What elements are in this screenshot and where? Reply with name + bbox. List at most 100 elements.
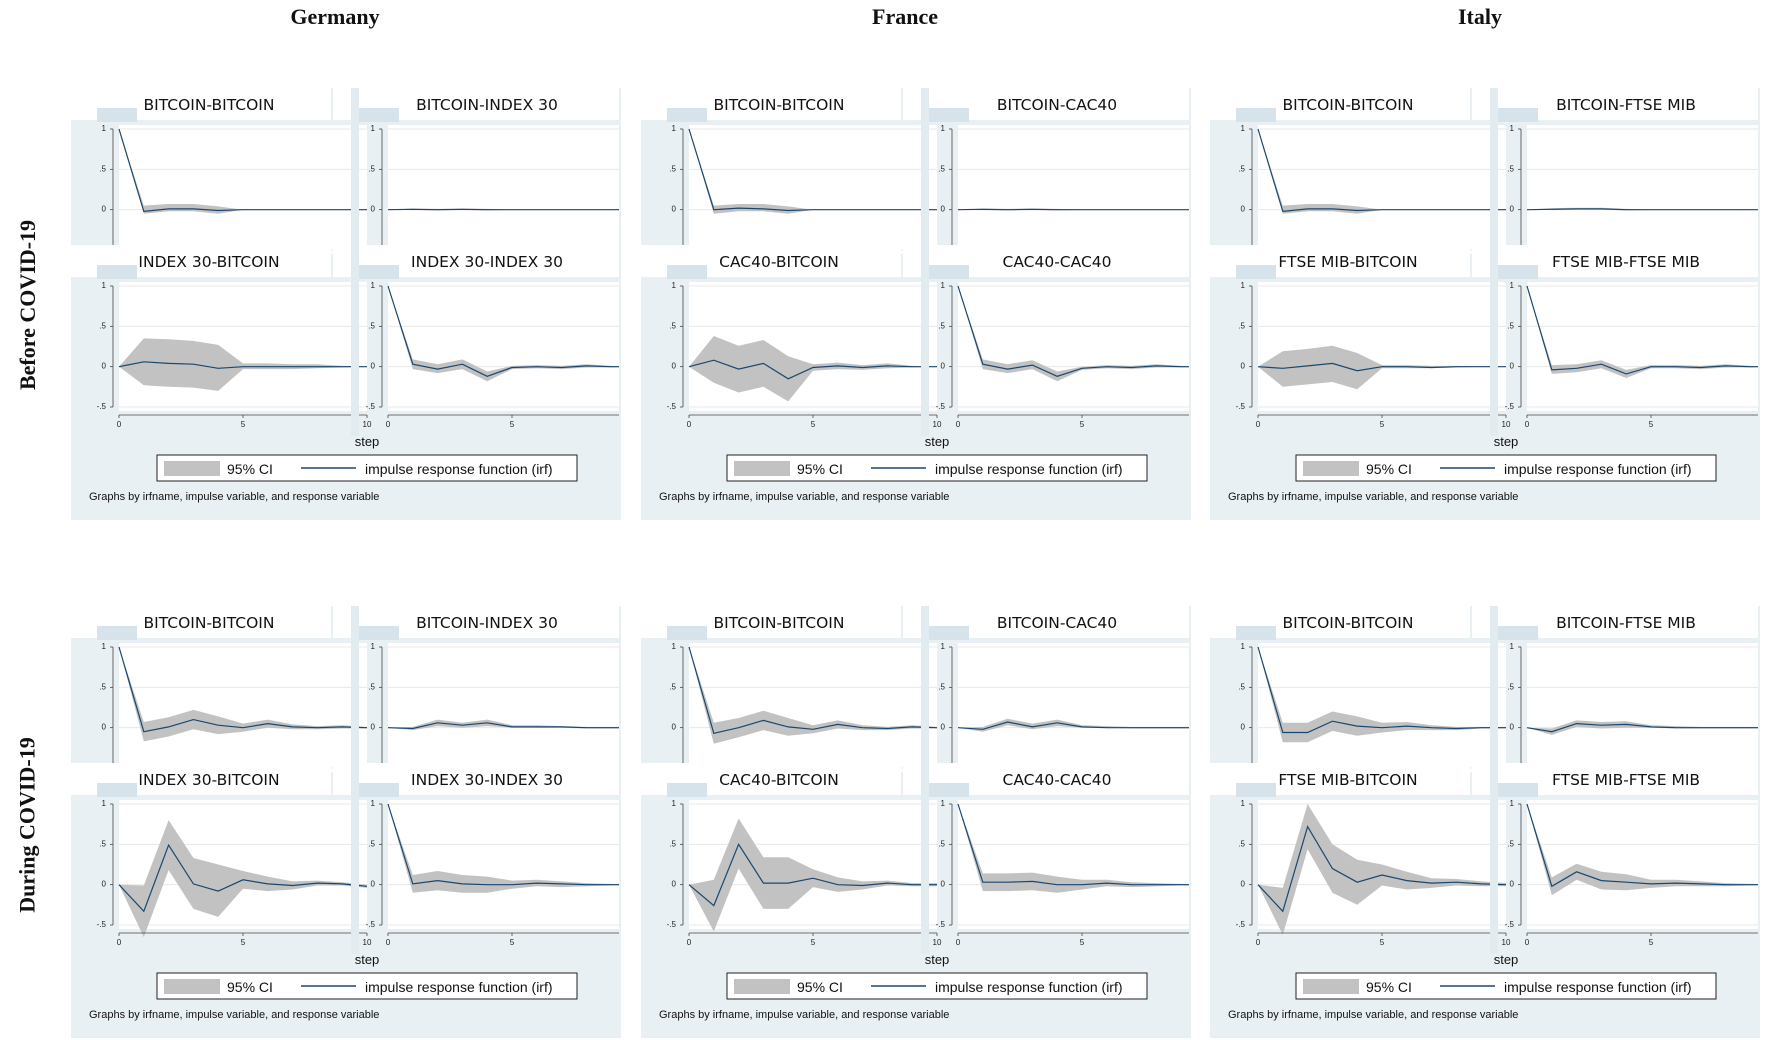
x-axis-label: step (925, 434, 950, 449)
y-tick-label: 0 (672, 205, 677, 214)
y-tick-label: -.5 (936, 920, 946, 929)
col-header-france: France (625, 4, 1185, 30)
x-tick-label: 0 (687, 938, 692, 947)
subplot-title: BITCOIN-FTSE MIB (1556, 614, 1696, 632)
row-label-before: Before COVID-19 (8, 90, 48, 520)
y-tick-label: 0 (672, 362, 677, 371)
y-tick-label: 1 (1510, 799, 1515, 808)
y-tick-label: 0 (941, 723, 946, 732)
x-tick-label: 0 (1256, 420, 1261, 429)
x-tick-label: 0 (386, 420, 391, 429)
y-tick-label: .5 (368, 682, 375, 691)
plot-area (388, 643, 619, 772)
legend-ci-label: 95% CI (797, 461, 843, 477)
y-tick-label: -.5 (1236, 920, 1246, 929)
legend-irf-label: impulse response function (irf) (365, 461, 553, 477)
plot-area (958, 800, 1189, 929)
row-label-during-text: During COVID-19 (15, 737, 41, 912)
y-tick-label: 0 (672, 880, 677, 889)
y-tick-label: 1 (1241, 642, 1246, 651)
subplot-title-tab (97, 783, 137, 797)
y-tick-label: 0 (1510, 362, 1515, 371)
y-tick-label: 1 (941, 642, 946, 651)
x-tick-label: 5 (1080, 938, 1085, 947)
subplot-title-tab (667, 265, 707, 279)
y-tick-label: .5 (99, 682, 106, 691)
subplot-title: BITCOIN-BITCOIN (144, 614, 275, 632)
graph-note: Graphs by irfname, impulse variable, and… (89, 1009, 379, 1021)
y-tick-label: -.5 (366, 402, 376, 411)
subplot-title-tab (1498, 108, 1538, 122)
x-tick-label: 10 (933, 938, 942, 947)
legend-ci-swatch (734, 461, 790, 476)
y-tick-label: 1 (1510, 281, 1515, 290)
y-tick-label: 1 (371, 281, 376, 290)
legend-irf-label: impulse response function (irf) (1504, 461, 1692, 477)
subplot-title-tab (97, 108, 137, 122)
legend-ci-label: 95% CI (227, 461, 273, 477)
irf-figure-svg: BITCOIN-BITCOIN-.50.51BITCOIN-CAC40-.50.… (641, 606, 1191, 1038)
subplot-title: FTSE MIB-BITCOIN (1278, 253, 1417, 271)
x-tick-label: 5 (510, 938, 515, 947)
y-tick-label: 1 (371, 799, 376, 808)
subplot-title: BITCOIN-INDEX 30 (416, 96, 558, 114)
x-tick-label: 0 (1256, 938, 1261, 947)
y-tick-label: 1 (941, 281, 946, 290)
subplot-title-tab (1498, 626, 1538, 640)
y-tick-label: .5 (368, 321, 375, 330)
x-tick-label: 5 (1380, 938, 1385, 947)
plot-area (119, 125, 367, 254)
legend-irf-label: impulse response function (irf) (935, 461, 1123, 477)
y-tick-label: -.5 (366, 920, 376, 929)
subplot-title-tab (667, 108, 707, 122)
legend-irf-label: impulse response function (irf) (365, 979, 553, 995)
y-tick-label: .5 (938, 839, 945, 848)
x-tick-label: 10 (933, 420, 942, 429)
y-tick-label: .5 (99, 321, 106, 330)
y-tick-label: 1 (102, 799, 107, 808)
plot-area (1258, 643, 1506, 772)
y-tick-label: .5 (368, 839, 375, 848)
subplot-title-tab (929, 265, 969, 279)
subplot-title-tab (929, 626, 969, 640)
y-tick-label: -.5 (1505, 402, 1515, 411)
x-tick-label: 10 (363, 938, 372, 947)
plot-area (958, 125, 1189, 254)
y-tick-label: 0 (941, 880, 946, 889)
graph-note: Graphs by irfname, impulse variable, and… (659, 1009, 949, 1021)
plot-area (388, 282, 619, 411)
y-tick-label: 0 (371, 205, 376, 214)
y-tick-label: -.5 (936, 402, 946, 411)
x-tick-label: 0 (386, 938, 391, 947)
x-tick-label: 5 (1649, 938, 1654, 947)
x-tick-label: 5 (811, 420, 816, 429)
y-tick-label: 1 (102, 281, 107, 290)
subplot-title: BITCOIN-BITCOIN (1283, 614, 1414, 632)
subplot-title-tab (1498, 783, 1538, 797)
y-tick-label: 0 (941, 205, 946, 214)
legend-ci-swatch (1303, 461, 1359, 476)
y-tick-label: -.5 (97, 920, 107, 929)
x-tick-label: 5 (1649, 420, 1654, 429)
x-axis-label: step (1494, 952, 1519, 967)
y-tick-label: .5 (99, 164, 106, 173)
x-tick-label: 10 (1502, 938, 1511, 947)
y-tick-label: .5 (99, 839, 106, 848)
plot-area (689, 643, 937, 772)
plot-area (119, 643, 367, 772)
y-tick-label: 1 (672, 124, 677, 133)
plot-area (388, 125, 619, 254)
subplot-title-tab (1236, 783, 1276, 797)
y-tick-label: .5 (938, 682, 945, 691)
legend: 95% CI impulse response function (irf) (727, 455, 1147, 481)
y-tick-label: 1 (672, 642, 677, 651)
plot-area (1527, 125, 1758, 254)
y-tick-label: .5 (368, 164, 375, 173)
